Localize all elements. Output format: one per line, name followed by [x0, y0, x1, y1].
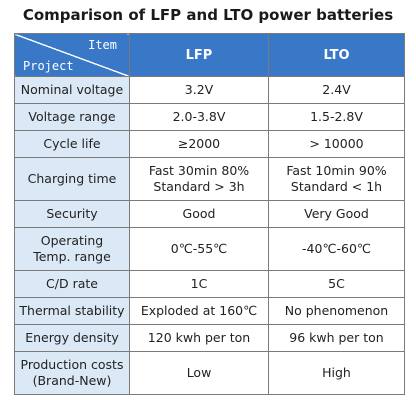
row-label: Thermal stability: [14, 297, 130, 325]
lfp-value: Good: [129, 200, 269, 228]
cell-text: Good: [182, 206, 216, 221]
header-lfp: LFP: [129, 33, 269, 77]
table-row: Cycle life ≥2000 > 10000: [14, 130, 405, 158]
cell-text: High: [322, 365, 351, 380]
cell-text: Charging time: [27, 171, 117, 186]
header-row: Item Project LFP LTO: [14, 33, 405, 77]
cell-text: 5C: [328, 276, 345, 291]
table-row: C/D rate 1C 5C: [14, 270, 405, 298]
lfp-value: ≥2000: [129, 130, 269, 158]
lfp-value: 1C: [129, 270, 269, 298]
cell-text: Nominal voltage: [20, 82, 124, 97]
row-label: Production costs (Brand-New): [14, 351, 130, 395]
cell-text: -40℃-60℃: [302, 241, 371, 256]
cell-text: 0℃-55℃: [170, 241, 228, 256]
lfp-value: 120 kwh per ton: [129, 324, 269, 352]
lfp-value: Fast 30min 80% Standard > 3h: [129, 157, 269, 201]
table-row: Charging time Fast 30min 80% Standard > 3h…: [14, 157, 405, 201]
header-lto: LTO: [268, 33, 405, 77]
table-row: Nominal voltage 3.2V 2.4V: [14, 76, 405, 104]
lto-value: -40℃-60℃: [268, 227, 405, 271]
header-project-label: Project: [23, 59, 74, 73]
lto-value: Fast 10min 90% Standard < 1h: [268, 157, 405, 201]
cell-text: Standard < 1h: [290, 179, 383, 194]
cell-text: Energy density: [25, 330, 119, 345]
cell-text: 96 kwh per ton: [289, 330, 384, 345]
row-label: Security: [14, 200, 130, 228]
cell-text: Exploded at 160℃: [140, 303, 258, 318]
cell-text: 1C: [190, 276, 208, 291]
table-row: Security Good Very Good: [14, 200, 405, 228]
row-label: Operating Temp. range: [14, 227, 130, 271]
comparison-table: Item Project LFP LTO Nominal voltage 3.2V…: [14, 33, 405, 395]
cell-text: Thermal stability: [19, 303, 125, 318]
lfp-value: Low: [129, 351, 269, 395]
lto-value: > 10000: [268, 130, 405, 158]
cell-text: Temp. range: [33, 249, 111, 264]
lto-value: 1.5-2.8V: [268, 103, 405, 131]
cell-text: Security: [46, 206, 98, 221]
page-title: Comparison of LFP and LTO power batterie…: [22, 6, 394, 24]
lto-value: High: [268, 351, 405, 395]
cell-text: Very Good: [304, 206, 369, 221]
cell-text: Low: [186, 365, 212, 380]
cell-text: 2.0-3.8V: [172, 109, 226, 124]
row-label: C/D rate: [14, 270, 130, 298]
lfp-value: 2.0-3.8V: [129, 103, 269, 131]
table-row: Production costs (Brand-New) Low High: [14, 351, 405, 395]
table-row: Operating Temp. range 0℃-55℃ -40℃-60℃: [14, 227, 405, 271]
cell-text: C/D rate: [46, 276, 98, 291]
cell-text: Operating: [40, 233, 104, 248]
row-label: Nominal voltage: [14, 76, 130, 104]
lfp-value: Exploded at 160℃: [129, 297, 269, 325]
header-item-label: Item: [88, 38, 117, 52]
cell-text: Fast 30min 80%: [148, 163, 250, 178]
cell-text: Production costs: [20, 357, 124, 372]
cell-text: > 10000: [309, 136, 364, 151]
row-label: Energy density: [14, 324, 130, 352]
lto-value: No phenomenon: [268, 297, 405, 325]
cell-text: 2.4V: [322, 82, 351, 97]
lto-value: Very Good: [268, 200, 405, 228]
table-row: Thermal stability Exploded at 160℃ No phen…: [14, 297, 405, 325]
table-body: Nominal voltage 3.2V 2.4V Voltage range 2.0-…: [14, 76, 405, 395]
lto-value: 5C: [268, 270, 405, 298]
row-label: Charging time: [14, 157, 130, 201]
lfp-value: 3.2V: [129, 76, 269, 104]
cell-text: Voltage range: [28, 109, 116, 124]
cell-text: Fast 10min 90%: [286, 163, 387, 178]
lfp-value: 0℃-55℃: [129, 227, 269, 271]
table-row: Energy density 120 kwh per ton 96 kwh per …: [14, 324, 405, 352]
cell-text: ≥2000: [177, 136, 221, 151]
cell-text: 120 kwh per ton: [147, 330, 251, 345]
lto-value: 2.4V: [268, 76, 405, 104]
cell-text: 1.5-2.8V: [310, 109, 363, 124]
cell-text: Standard > 3h: [153, 179, 245, 194]
diagonal-header-cell: Item Project: [14, 33, 130, 77]
cell-text: (Brand-New): [32, 373, 112, 388]
row-label: Cycle life: [14, 130, 130, 158]
table-row: Voltage range 2.0-3.8V 1.5-2.8V: [14, 103, 405, 131]
lto-value: 96 kwh per ton: [268, 324, 405, 352]
cell-text: Cycle life: [43, 136, 101, 151]
cell-text: 3.2V: [184, 82, 214, 97]
cell-text: No phenomenon: [284, 303, 389, 318]
row-label: Voltage range: [14, 103, 130, 131]
